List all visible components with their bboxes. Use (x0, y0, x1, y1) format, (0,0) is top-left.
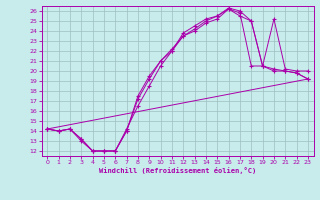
X-axis label: Windchill (Refroidissement éolien,°C): Windchill (Refroidissement éolien,°C) (99, 167, 256, 174)
